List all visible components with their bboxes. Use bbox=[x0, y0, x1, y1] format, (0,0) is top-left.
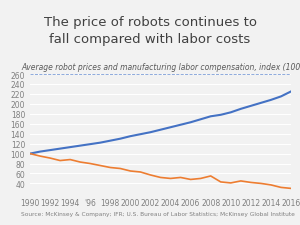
Text: The price of robots continues to
fall compared with labor costs: The price of robots continues to fall co… bbox=[44, 16, 256, 46]
Text: Average robot prices and manufacturing labor compensation, index (100=1990): Average robot prices and manufacturing l… bbox=[21, 63, 300, 72]
Text: Source: McKinsey & Company; IFR; U.S. Bureau of Labor Statistics; McKinsey Globa: Source: McKinsey & Company; IFR; U.S. Bu… bbox=[21, 211, 295, 216]
